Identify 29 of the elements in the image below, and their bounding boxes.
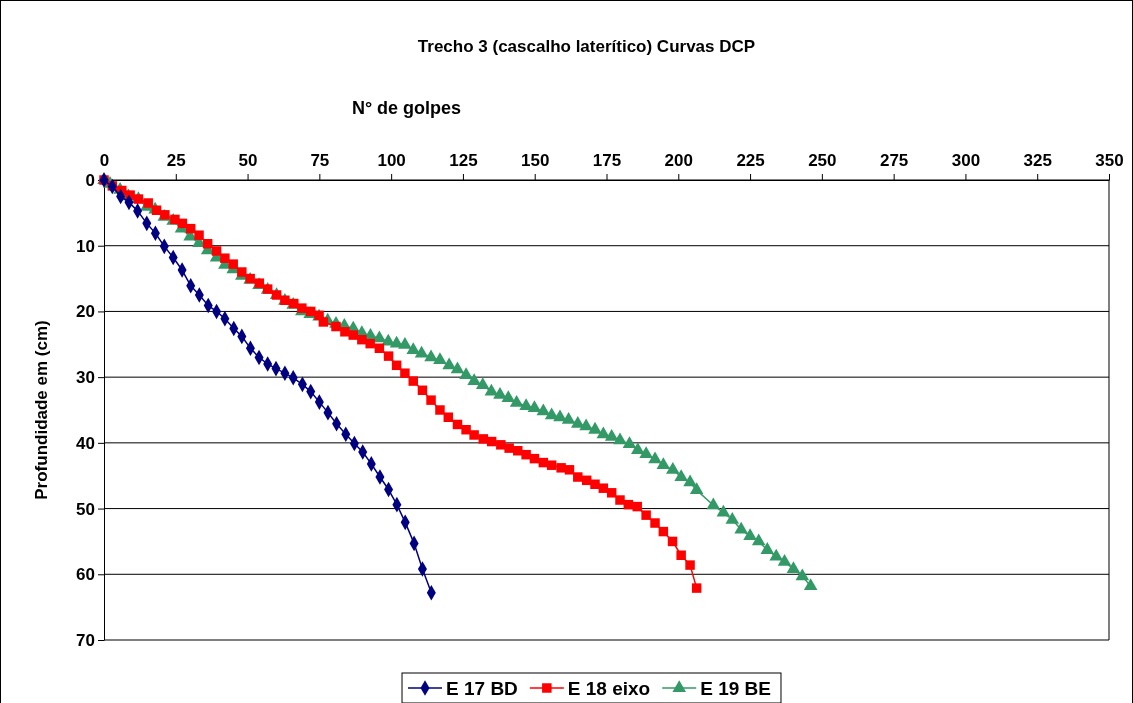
x-axis-title: N° de golpes (351, 98, 462, 118)
x-tick-label: 350 (1095, 150, 1124, 170)
x-tick-label: 50 (238, 150, 258, 170)
x-tick-label: 325 (1023, 150, 1052, 170)
y-tick-label: 10 (76, 236, 95, 256)
x-tick-label: 25 (166, 150, 186, 170)
x-tick-label: 300 (951, 150, 981, 170)
x-tick-label: 125 (449, 150, 478, 170)
x-tick-label: 250 (808, 150, 837, 170)
x-tick-label: 75 (310, 150, 330, 170)
x-tick-label: 275 (879, 150, 909, 170)
y-tick-label: 60 (76, 565, 95, 585)
y-tick-label: 30 (76, 368, 95, 388)
x-tick-label: 200 (664, 150, 693, 170)
y-tick-label: 20 (76, 302, 95, 322)
legend-label: E 18 eixo (567, 678, 651, 699)
x-tick-label: 100 (377, 150, 406, 170)
y-tick-label: 50 (76, 499, 95, 519)
y-axis-title: Profundidade em (cm) (32, 320, 51, 500)
x-tick-label: 175 (592, 150, 622, 170)
y-tick-label: 0 (85, 170, 95, 190)
legend-label: E 17 BD (446, 678, 518, 699)
chart-title: Trecho 3 (cascalho laterítico) Curvas DCP (417, 37, 756, 56)
x-tick-label: 150 (521, 150, 550, 170)
y-tick-label: 40 (76, 433, 95, 453)
y-tick-label: 70 (76, 630, 95, 650)
x-tick-label: 225 (736, 150, 765, 170)
x-tick-label: 0 (99, 150, 110, 170)
legend-label: E 19 BE (700, 678, 771, 699)
